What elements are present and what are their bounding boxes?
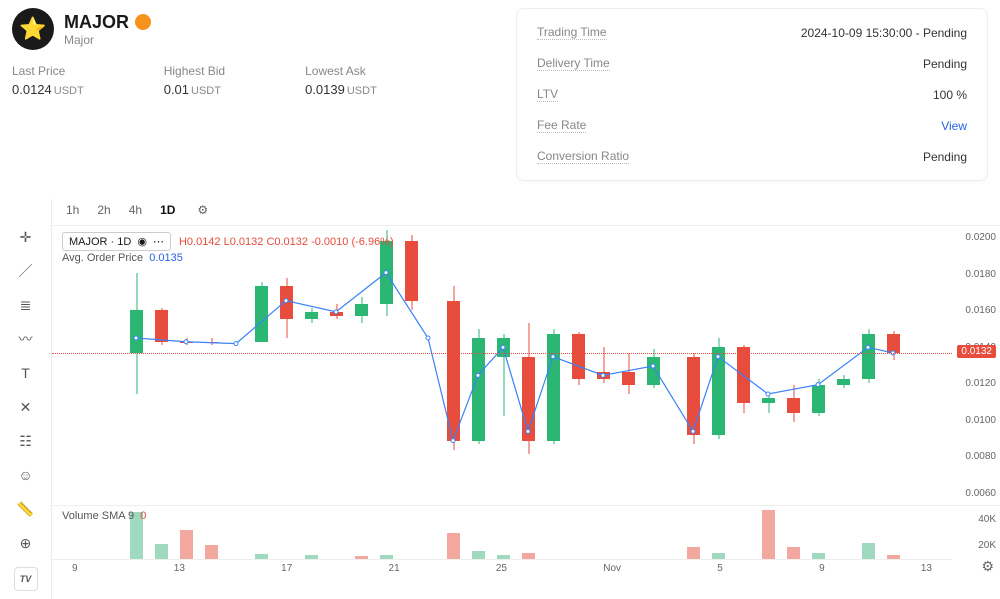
highest-bid-label: Highest Bid [164,64,225,78]
volume-chart[interactable]: Volume SMA 9 0 40K20K 913172125Nov5913 ⚙ [52,505,1000,577]
last-price-unit: USDT [54,85,84,97]
price-yaxis: 0.02000.01800.01600.01400.01200.01000.00… [952,226,996,505]
interval-1D[interactable]: 1D [160,203,175,217]
eye-icon[interactable]: ◉ [137,235,147,248]
ohlc-readout: H0.0142 L0.0132 C0.0132 -0.0010 (-6.96%) [179,236,394,248]
trading-time-label: Trading Time [537,25,607,40]
text-tool-icon[interactable]: T [16,363,36,383]
brush-tool-icon[interactable]: 〰 [16,329,36,349]
token-name: Major [64,33,151,47]
fee-rate-link[interactable]: View [941,119,967,133]
volume-label: Volume SMA 9 [62,510,134,522]
chart-toolbar: ✛ ／ ≣ 〰 T ✕ ☷ ☺ 📏 ⊕ TV [0,199,52,599]
fee-rate-label: Fee Rate [537,118,586,133]
highest-bid-unit: USDT [191,85,221,97]
highest-bid-value: 0.01 [164,82,189,97]
interval-4h[interactable]: 4h [129,203,142,217]
price-chart[interactable]: MAJOR · 1D ◉ ⋯ H0.0142 L0.0132 C0.0132 -… [52,225,1000,505]
ruler-tool-icon[interactable]: 📏 [16,499,36,519]
current-price-tag: 0.0132 [957,345,996,358]
volume-value: 0 [140,510,146,522]
chain-icon [135,14,151,30]
zoom-tool-icon[interactable]: ⊕ [16,533,36,553]
avg-order-label: Avg. Order Price [62,252,143,264]
volume-yaxis: 40K20K [952,506,996,559]
token-logo: ⭐ [12,8,54,50]
forecast-tool-icon[interactable]: ☷ [16,431,36,451]
lowest-ask-unit: USDT [347,85,377,97]
ltv-value: 100 % [933,88,967,102]
interval-bar: 1h 2h 4h 1D ⚙ [52,199,1000,225]
ltv-label: LTV [537,87,558,102]
info-card: Trading Time 2024-10-09 15:30:00 - Pendin… [516,8,988,181]
fib-tool-icon[interactable]: ≣ [16,295,36,315]
last-price-value: 0.0124 [12,82,52,97]
pattern-tool-icon[interactable]: ✕ [16,397,36,417]
delivery-time-value: Pending [923,57,967,71]
chart-settings-icon[interactable]: ⚙ [981,558,994,575]
emoji-tool-icon[interactable]: ☺ [16,465,36,485]
avg-order-value: 0.0135 [149,252,183,264]
trading-time-value: 2024-10-09 15:30:00 - Pending [801,26,967,40]
lowest-ask-value: 0.0139 [305,82,345,97]
interval-2h[interactable]: 2h [97,203,110,217]
symbol-pill[interactable]: MAJOR · 1D ◉ ⋯ [62,232,171,251]
tradingview-logo-icon[interactable]: TV [14,567,38,591]
indicator-settings-icon[interactable]: ⚙ [197,203,208,217]
conversion-ratio-value: Pending [923,150,967,164]
crosshair-tool-icon[interactable]: ✛ [16,227,36,247]
delivery-time-label: Delivery Time [537,56,610,71]
symbol-pill-text: MAJOR · 1D [69,236,131,248]
more-icon[interactable]: ⋯ [153,235,164,248]
lowest-ask-label: Lowest Ask [305,64,377,78]
trendline-tool-icon[interactable]: ／ [16,261,36,281]
conversion-ratio-label: Conversion Ratio [537,149,629,164]
last-price-label: Last Price [12,64,84,78]
interval-1h[interactable]: 1h [66,203,79,217]
symbol: MAJOR [64,12,129,33]
